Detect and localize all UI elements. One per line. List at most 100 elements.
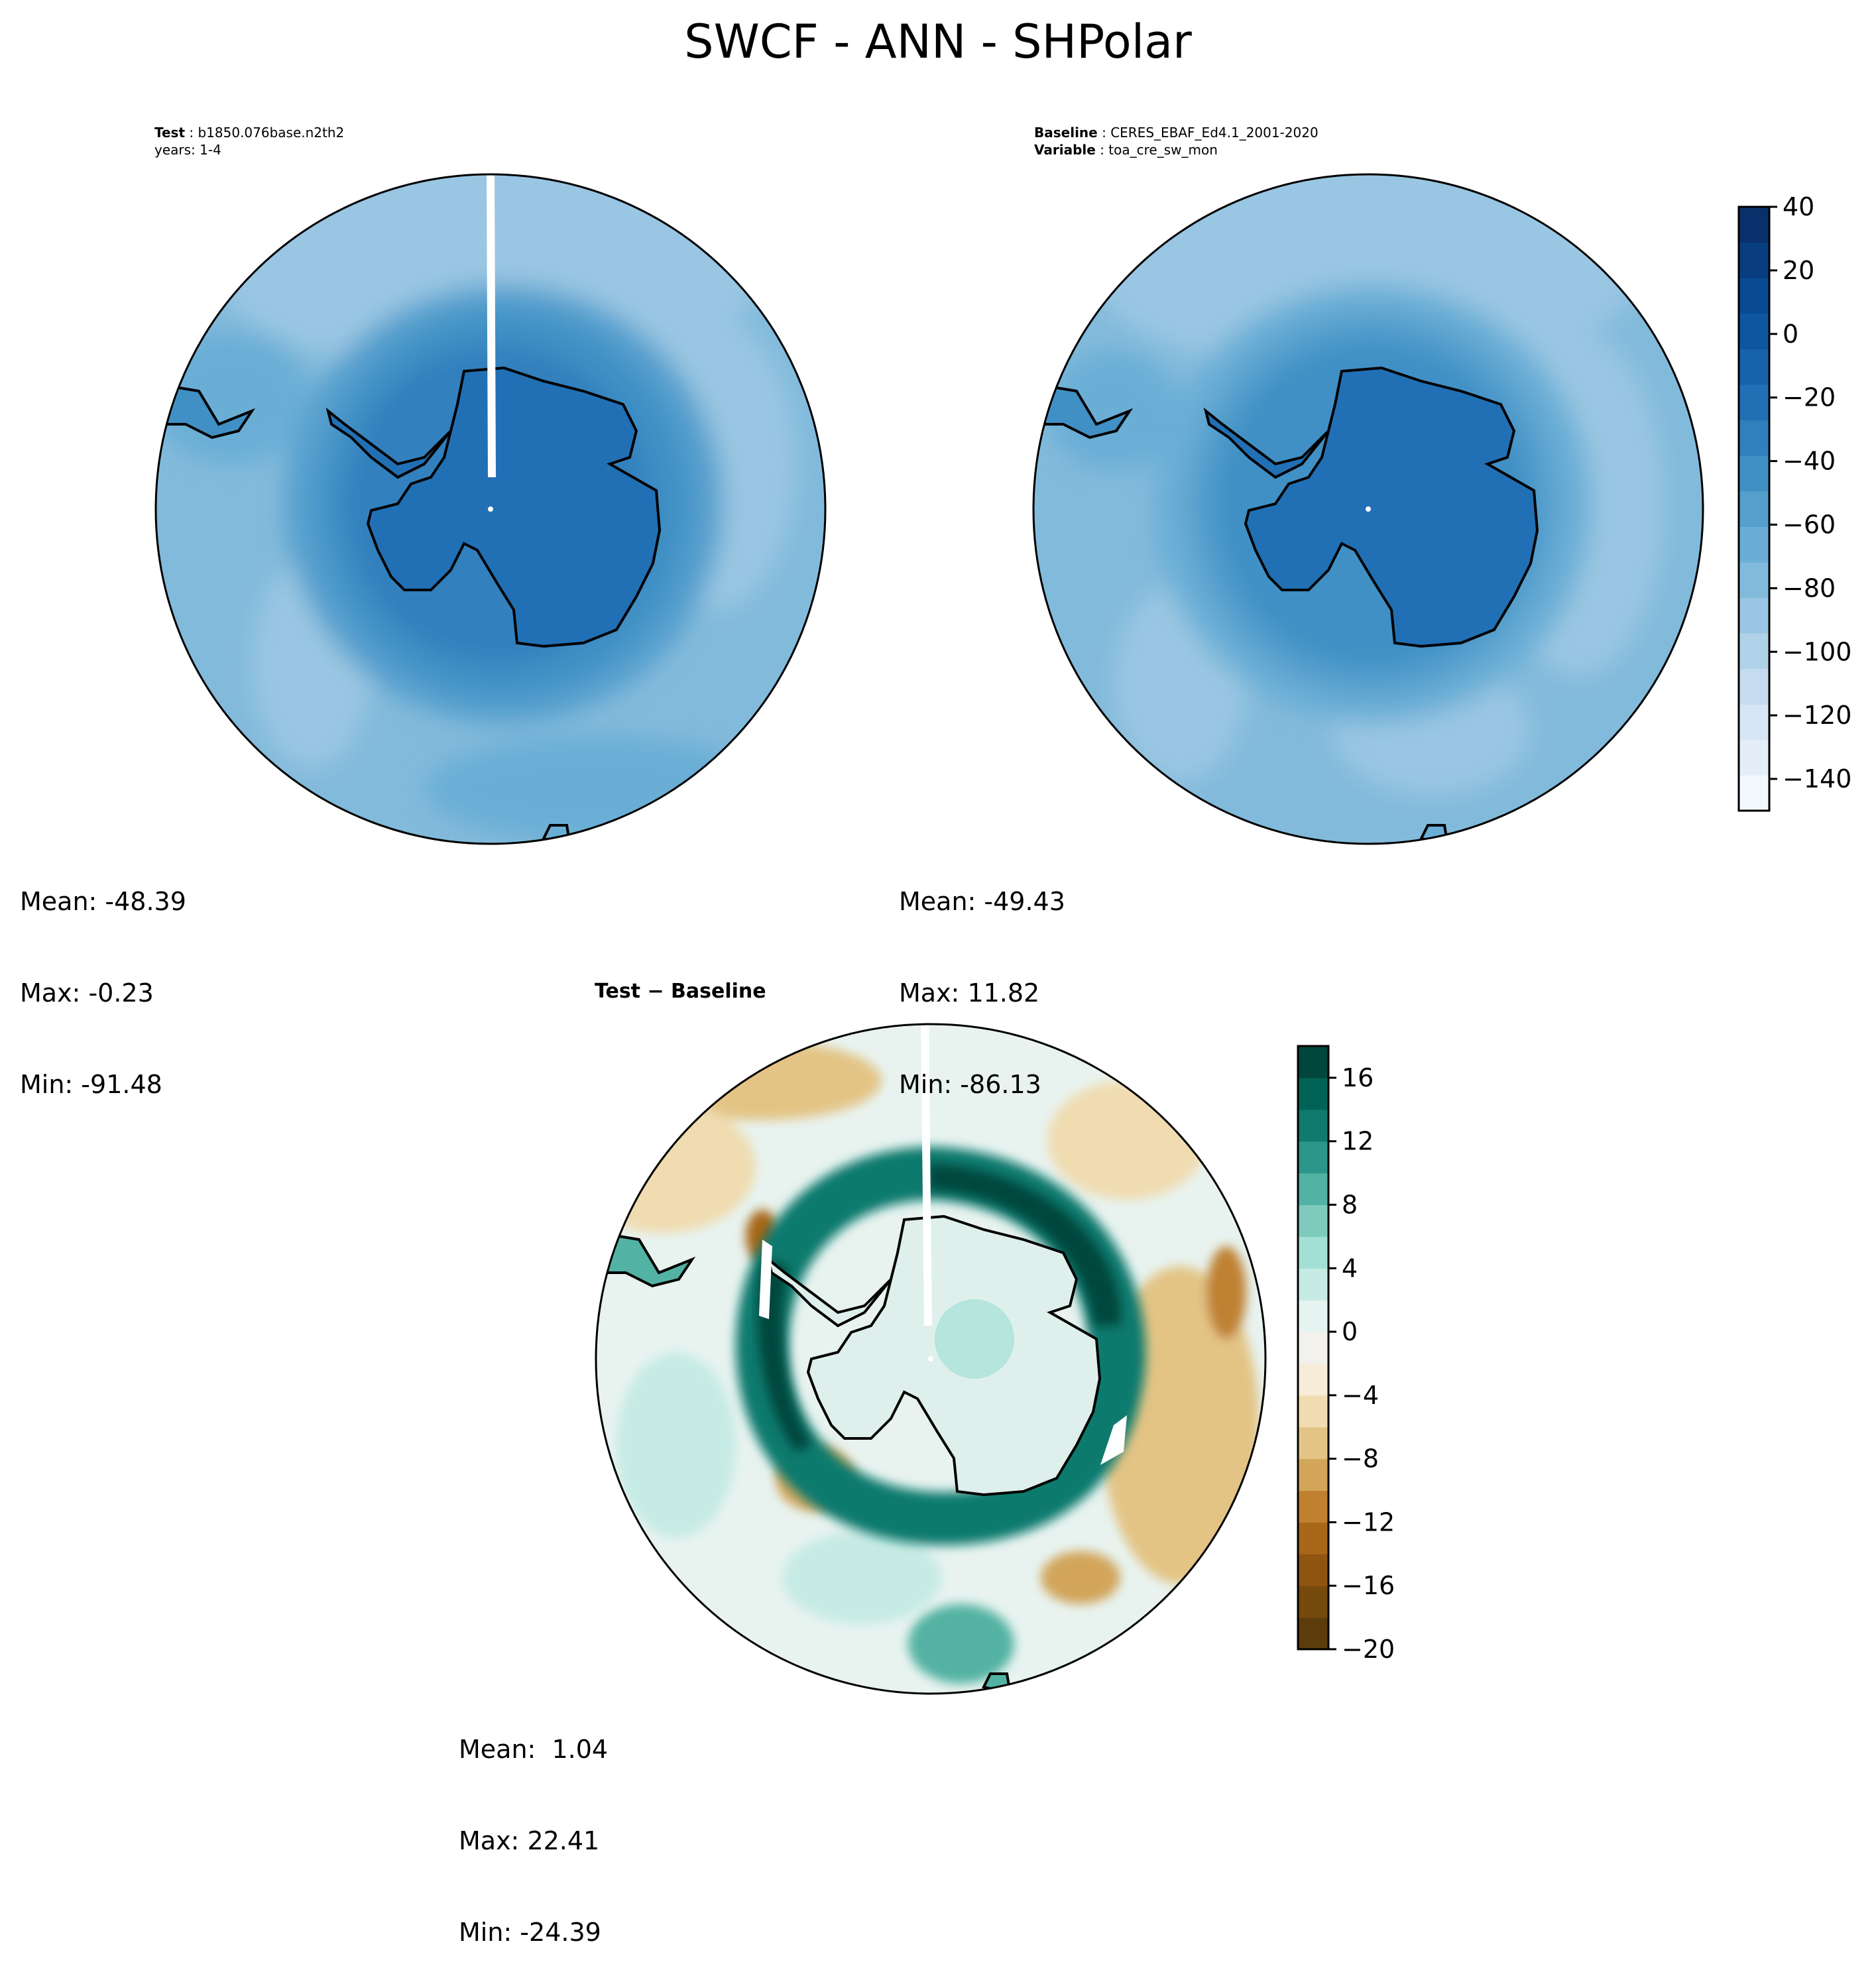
baseline-label-sep: : [1097,125,1111,141]
diff-colorbar: 16 12 8 4 0 −4 −8 −12 −16 −20 [1297,1045,1395,1664]
test-years: years: 1-4 [154,142,221,158]
diff-mean: Mean: 1.04 [459,1735,609,1764]
main-colorbar-tick-label: 40 [1783,192,1814,221]
diff-new-zealand [982,1672,1012,1694]
diff-missing-patch-west [759,1240,772,1319]
diff-colorbar-tick-label: 16 [1342,1063,1374,1092]
main-colorbar-swatch [1739,491,1769,527]
main-colorbar-swatch [1739,278,1769,314]
diff-colorbar-swatch [1298,1109,1328,1142]
diff-colorbar-tick-label: −12 [1342,1507,1395,1537]
test-map-border [154,173,827,845]
diff-pole [928,1356,933,1362]
diff-colorbar-swatch [1298,1586,1328,1618]
diff-max: Max: 22.41 [459,1826,600,1855]
baseline-south-america [1035,382,1134,439]
diff-min: Min: -24.39 [459,1918,601,1947]
main-colorbar-swatch [1739,668,1769,705]
test-peninsula [325,407,452,479]
diff-colorbar-swatch [1298,1490,1328,1523]
diff-map-border [595,1023,1267,1695]
diff-colorbar-swatch [1298,1522,1328,1554]
test-pole [488,506,493,512]
test-label: Test : b1850.076base.n2th2 [154,124,344,141]
diff-colorbar-swatch [1298,1300,1328,1332]
baseline-mean: Mean: -49.43 [899,887,1065,916]
diff-missing-patch-east [1100,1415,1127,1465]
diff-colorbar-tick-label: 4 [1342,1253,1358,1283]
main-colorbar-swatch [1739,313,1769,349]
baseline-label-key: Baseline [1034,125,1098,141]
test-label-key: Test [154,125,186,141]
baseline-min: Min: -86.13 [899,1070,1041,1099]
diff-colorbar-swatch [1298,1046,1328,1078]
main-colorbar-tick-label: −60 [1783,510,1836,539]
baseline-variable-value: toa_cre_sw_mon [1108,142,1218,158]
diff-colorbar-swatch [1298,1204,1328,1237]
diff-colorbar-tick-label: −4 [1342,1381,1379,1410]
baseline-variable: Variable : toa_cre_sw_mon [1034,141,1218,158]
diff-colorbar-tick-label: 0 [1342,1317,1358,1346]
baseline-pole [1366,506,1371,512]
main-colorbar-swatch [1739,597,1769,634]
main-colorbar-tick-label: −80 [1783,573,1836,603]
main-colorbar-tick-label: 20 [1783,256,1814,285]
main-colorbar: 40 20 0 −20 −40 −60 −80 −100 −120 −140 [1737,192,1851,812]
diff-colorbar-tick-label: 12 [1342,1127,1374,1156]
diff-colorbar-swatch [1298,1332,1328,1364]
main-colorbar-swatch [1739,420,1769,456]
main-colorbar-swatch [1739,739,1769,776]
test-label-sep: : [185,125,198,141]
test-map [156,174,825,844]
diff-colorbar-tick-label: −20 [1342,1635,1395,1664]
test-stats: Mean: -48.39 Max: -0.23 Min: -91.48 [20,825,186,1130]
baseline-label: Baseline : CERES_EBAF_Ed4.1_2001-2020 [1034,124,1319,141]
diff-colorbar-swatch [1298,1617,1328,1650]
baseline-max: Max: 11.82 [899,978,1040,1008]
test-label-value: b1850.076base.n2th2 [198,125,345,141]
main-colorbar-swatch [1739,775,1769,811]
diff-title: Test − Baseline [595,980,766,1003]
main-colorbar-tick-label: 0 [1783,320,1798,349]
test-south-america [158,382,256,439]
diff-ring [736,1147,1146,1545]
main-colorbar-swatch [1739,526,1769,563]
main-colorbar-swatch [1739,633,1769,669]
figure-title: SWCF - ANN - SHPolar [684,15,1192,69]
diff-stats: Mean: 1.04 Max: 22.41 Min: -24.39 [459,1673,608,1978]
main-colorbar-swatch [1739,704,1769,740]
diff-colorbar-swatch [1298,1363,1328,1396]
test-min: Min: -91.48 [20,1070,162,1099]
test-mean: Mean: -48.39 [20,887,186,916]
baseline-peninsula [1203,407,1330,479]
diff-colorbar-swatch [1298,1141,1328,1174]
diff-interior-patch [935,1299,1014,1379]
diff-colorbar-swatch [1298,1268,1328,1301]
baseline-map [1033,174,1703,844]
diff-missing-strip [921,1024,932,1326]
test-missing-strip [487,174,496,478]
main-colorbar-swatch [1739,207,1769,243]
main-colorbar-swatch [1739,561,1769,599]
main-colorbar-swatch [1739,242,1769,278]
baseline-stats: Mean: -49.43 Max: 11.82 Min: -86.13 [899,825,1065,1130]
main-colorbar-swatch [1739,455,1769,492]
baseline-antarctica [1244,366,1539,648]
test-max: Max: -0.23 [20,978,154,1008]
test-antarctica [366,366,662,648]
diff-colorbar-swatch [1298,1458,1328,1491]
main-colorbar-swatch [1739,349,1769,385]
main-colorbar-swatch [1739,384,1769,421]
diff-colorbar-tick-label: −8 [1342,1444,1379,1474]
main-colorbar-outline [1737,205,1771,812]
main-colorbar-tick-label: −40 [1783,447,1836,476]
main-colorbar-tick-label: −120 [1783,701,1851,730]
baseline-variable-sep: : [1095,142,1109,158]
diff-colorbar-swatch [1298,1395,1328,1428]
diff-colorbar-outline [1297,1045,1330,1651]
baseline-label-value: CERES_EBAF_Ed4.1_2001-2020 [1110,125,1319,141]
baseline-variable-key: Variable [1034,142,1096,158]
diff-colorbar-tick-label: 8 [1342,1190,1358,1219]
main-colorbar-tick-label: −100 [1783,637,1851,666]
